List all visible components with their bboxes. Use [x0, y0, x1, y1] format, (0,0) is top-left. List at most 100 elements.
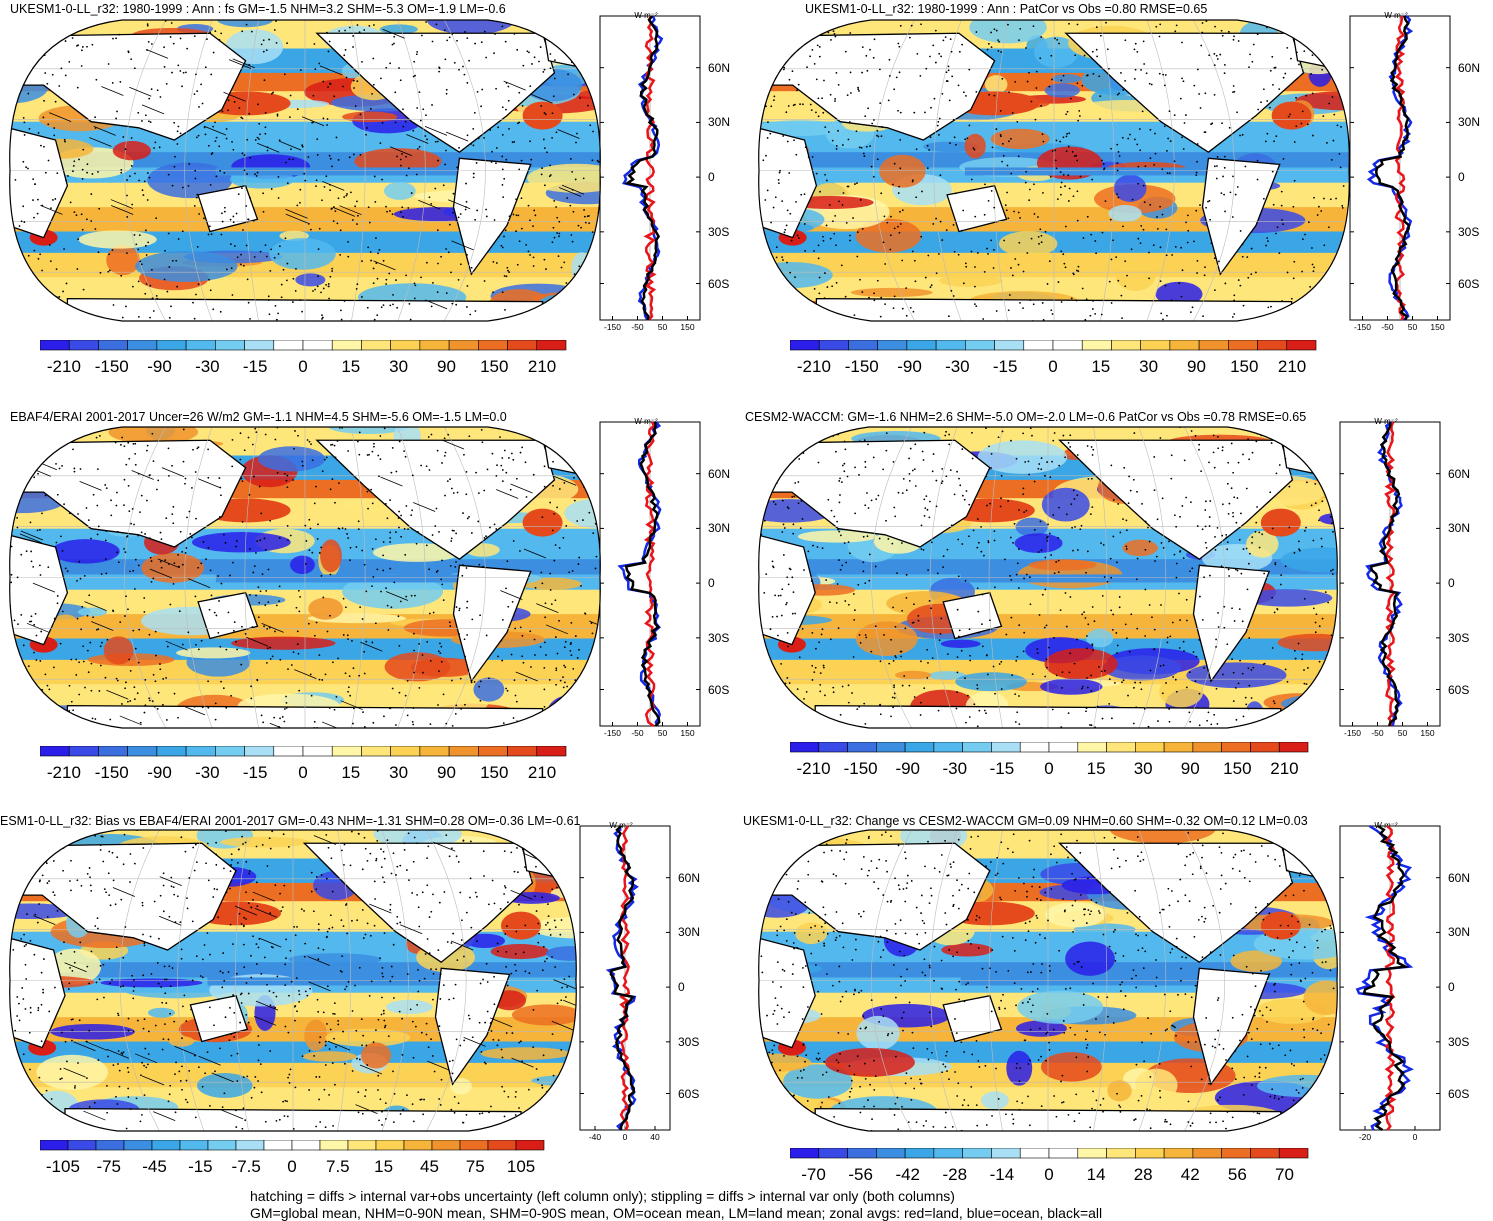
colorbar-swatch: [449, 746, 478, 756]
colorbar-swatch: [516, 1140, 544, 1150]
colorbar-swatch: [274, 340, 303, 350]
colorbar-swatch: [391, 746, 420, 756]
global-map: [8, 18, 602, 323]
latitude-label: 60S: [708, 683, 729, 697]
colorbar-swatch: [508, 340, 537, 350]
colorbar-swatch: [1053, 340, 1082, 350]
colorbar-label: -150: [844, 759, 878, 778]
colorbar-swatch: [963, 1148, 992, 1158]
colorbar-label: -150: [845, 357, 879, 376]
colorbar-swatch: [98, 340, 127, 350]
colorbar-swatch: [1250, 1148, 1279, 1158]
latitude-label: 60N: [1448, 871, 1470, 885]
colorbar-label: 210: [1278, 357, 1306, 376]
latitude-label: 60S: [678, 1087, 699, 1101]
colorbar-swatch: [790, 340, 819, 350]
colorbar-label: 150: [480, 763, 508, 782]
panel-title: UKESM1-0-LL_r32: Change vs CESM2-WACCM G…: [743, 814, 1308, 828]
colorbar-swatch: [186, 746, 215, 756]
colorbar-swatch: [40, 1140, 68, 1150]
zonal-tick-label: 150: [1420, 728, 1434, 738]
panel-title: CESM2-WACCM: GM=-1.6 NHM=2.6 SHM=-5.0 OM…: [745, 410, 1306, 424]
latitude-label: 60S: [1458, 277, 1479, 291]
panel-title: EBAF4/ERAI 2001-2017 Uncer=26 W/m2 GM=-1…: [10, 410, 507, 424]
colorbar-swatch: [69, 340, 98, 350]
colorbar-label: -210: [47, 763, 81, 782]
colorbar-swatch: [965, 340, 994, 350]
colorbar-swatch: [303, 340, 332, 350]
colorbar-label: 90: [1187, 357, 1206, 376]
colorbar-swatch: [508, 746, 537, 756]
colorbar-label: -30: [943, 759, 968, 778]
colorbar-swatch: [963, 742, 992, 752]
colorbar-swatch: [69, 746, 98, 756]
zonal-curve: [1371, 422, 1399, 726]
zonal-tick-label: -150: [1354, 322, 1371, 332]
colorbar-swatch: [274, 746, 303, 756]
zonal-tick-label: 40: [650, 1132, 660, 1142]
zonal-tick-label: -150: [604, 728, 621, 738]
zonal-curve: [620, 422, 660, 726]
global-map: [757, 425, 1339, 730]
panel-title: UKESM1-0-LL_r32: 1980-1999 : Ann : PatCo…: [805, 2, 1207, 16]
colorbar-swatch: [1222, 742, 1251, 752]
colorbar-swatch: [1111, 340, 1140, 350]
colorbar-label: 30: [389, 763, 408, 782]
colorbar-swatch: [934, 742, 963, 752]
colorbar-swatch: [876, 1148, 905, 1158]
colorbar-label: -90: [147, 763, 172, 782]
colorbar-swatch: [537, 746, 566, 756]
colorbar-label: 75: [466, 1157, 485, 1176]
latitude-label: 60N: [1448, 467, 1470, 481]
zonal-curve: [1364, 826, 1405, 1130]
colorbar-label: 7.5: [326, 1157, 350, 1176]
colorbar-swatch: [878, 340, 907, 350]
latitude-label: 0: [708, 170, 715, 184]
colorbar-label: -75: [96, 1157, 121, 1176]
colorbar-label: -28: [943, 1165, 968, 1184]
latitude-label: 30N: [1458, 115, 1480, 129]
latitude-label: 60N: [1458, 61, 1480, 75]
colorbar-swatch: [332, 746, 361, 756]
colorbar-label: 45: [420, 1157, 439, 1176]
colorbar-swatch: [1228, 340, 1257, 350]
colorbar-swatch: [361, 340, 390, 350]
colorbar-label: 15: [1087, 759, 1106, 778]
latitude-label: 0: [678, 980, 685, 994]
colorbar-label: 15: [374, 1157, 393, 1176]
colorbar-swatch: [1049, 1148, 1078, 1158]
latitude-label: 30S: [708, 225, 729, 239]
colorbar-label: 15: [1091, 357, 1110, 376]
latitude-label: 60N: [708, 467, 730, 481]
footer-note-2: GM=global mean, NHM=0-90N mean, SHM=0-90…: [250, 1205, 1102, 1221]
colorbar-label: 30: [1134, 759, 1153, 778]
colorbar-label: 0: [1044, 1165, 1053, 1184]
zonal-tick-label: -150: [604, 322, 621, 332]
colorbar-label: -15: [188, 1157, 213, 1176]
colorbar-swatch: [157, 746, 186, 756]
colorbar-swatch: [1279, 1148, 1308, 1158]
continent-landmass: [543, 24, 591, 67]
colorbar-swatch: [1250, 742, 1279, 752]
colorbar-label: -56: [848, 1165, 873, 1184]
colorbar-label: -15: [990, 759, 1015, 778]
colorbar-label: 42: [1181, 1165, 1200, 1184]
colorbar-swatch: [1024, 340, 1053, 350]
colorbar-label: -90: [897, 357, 922, 376]
colorbar-swatch: [905, 742, 934, 752]
colorbar-swatch: [934, 1148, 963, 1158]
colorbar-label: -210: [47, 357, 81, 376]
zonal-tick-label: 150: [1430, 322, 1444, 332]
colorbar-swatch: [68, 1140, 96, 1150]
colorbar-label: -70: [801, 1165, 826, 1184]
latitude-label: 30N: [1448, 925, 1470, 939]
colorbar-swatch: [420, 340, 449, 350]
zonal-tick-label: 150: [680, 728, 694, 738]
colorbar-swatch: [995, 340, 1024, 350]
zonal-tick-label: 50: [1408, 322, 1418, 332]
colorbar-swatch: [245, 340, 274, 350]
